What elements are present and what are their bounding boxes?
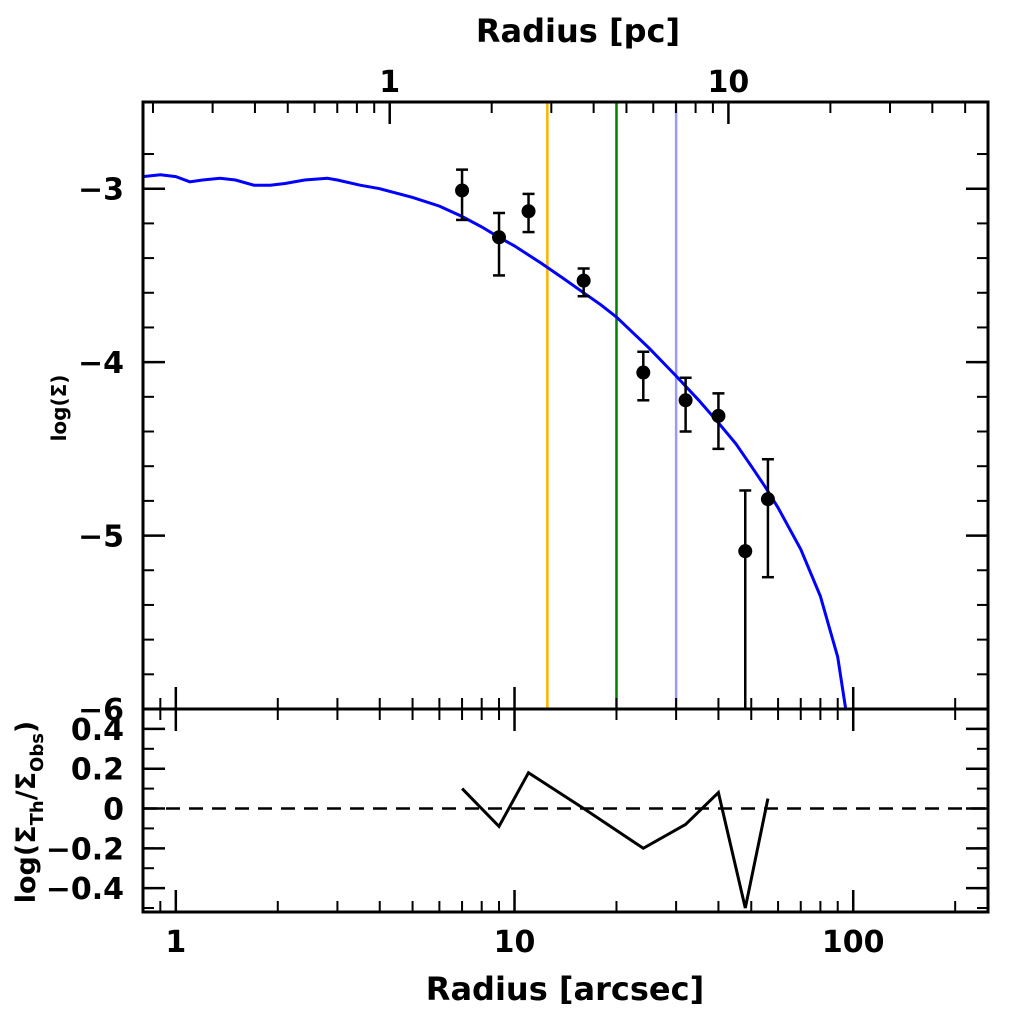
y-tick-label: −6 xyxy=(78,693,124,728)
res-tick-label: −0.4 xyxy=(46,872,124,907)
data-point-2 xyxy=(521,192,536,234)
lower-panel-frame xyxy=(141,707,990,914)
data-point-marker xyxy=(738,544,753,559)
data-points-group xyxy=(455,168,775,709)
data-point-4 xyxy=(636,350,651,402)
tick-labels: 1 10 −3 −4 −5 −60.4 0.2 0 −0.2 −0.4 1 10 100 xyxy=(46,65,885,960)
data-point-6 xyxy=(711,392,726,451)
upper-panel-frame xyxy=(141,100,990,711)
data-point-marker xyxy=(711,408,726,423)
data-point-marker xyxy=(636,365,651,380)
y-tick-label: −3 xyxy=(78,173,124,208)
model-curve xyxy=(143,173,848,709)
axis-ticks xyxy=(142,102,988,912)
data-point-8 xyxy=(760,458,775,579)
data-point-7 xyxy=(738,489,753,709)
top-tick-label: 10 xyxy=(708,65,750,100)
data-point-marker xyxy=(521,204,536,219)
data-point-marker xyxy=(760,492,775,507)
res-tick-label: −0.2 xyxy=(46,832,124,867)
x-tick-label: 10 xyxy=(494,925,536,960)
data-point-marker xyxy=(576,273,591,288)
residual-line xyxy=(461,770,770,909)
residual-panel-content xyxy=(143,770,988,909)
top-tick-label: 1 xyxy=(379,65,400,100)
data-point-marker xyxy=(455,183,470,198)
data-point-5 xyxy=(678,376,693,433)
res-tick-label: 0.2 xyxy=(71,753,124,788)
model-curve-group xyxy=(143,173,848,709)
data-point-3 xyxy=(576,267,591,298)
data-point-0 xyxy=(455,168,470,222)
data-point-marker xyxy=(678,393,693,408)
y-tick-label: −5 xyxy=(78,520,124,555)
x-tick-label: 1 xyxy=(165,925,186,960)
x-axis-title: Radius [arcsec] xyxy=(426,970,704,1008)
res-tick-label: 0 xyxy=(103,793,124,828)
x-tick-label: 100 xyxy=(822,925,885,960)
data-point-1 xyxy=(492,211,507,277)
vertical-marker-lines xyxy=(546,102,678,709)
y-tick-label: −4 xyxy=(78,346,124,381)
lower-y-axis-title: log(ΣTh/ΣObs) xyxy=(11,721,48,904)
upper-y-axis-title: log(Σ) xyxy=(47,375,71,442)
top-axis-title: Radius [pc] xyxy=(476,12,680,50)
res-tick-label: 0.4 xyxy=(71,713,124,748)
data-point-marker xyxy=(492,230,507,245)
